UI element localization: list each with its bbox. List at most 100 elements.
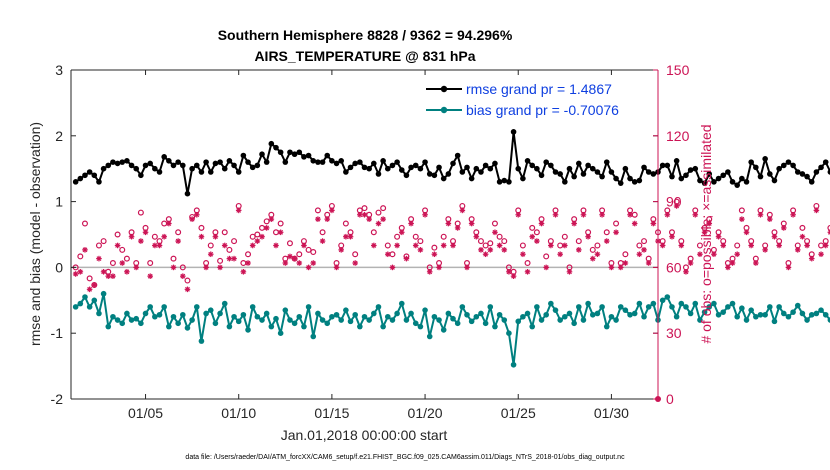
bias-point <box>403 317 410 323</box>
obs-assim-stroke <box>450 243 456 248</box>
obs-assim-stroke <box>576 247 582 253</box>
obs-possible-point <box>198 224 205 231</box>
obs-assimilated-point <box>785 264 792 271</box>
rmse-point <box>552 169 559 175</box>
obs-assimilated-point <box>557 251 563 258</box>
obs-assimilated-point <box>501 247 508 253</box>
bias-point <box>142 310 149 317</box>
obs-possible-point <box>496 233 503 240</box>
obs-assim-stroke <box>664 212 670 218</box>
obs-assimilated-point <box>585 233 591 240</box>
bias-point <box>384 313 391 320</box>
rmse-point <box>175 159 181 165</box>
rmse-point <box>580 171 587 177</box>
rmse-point <box>622 165 629 172</box>
obs-possible-point <box>491 220 498 227</box>
rmse-point <box>534 165 540 172</box>
obs-assim-stroke <box>553 212 558 218</box>
obs-assim-stroke <box>683 269 689 275</box>
obs-assimilated-point <box>580 211 587 218</box>
bias-point <box>240 311 247 318</box>
obs-assim-stroke <box>469 221 475 226</box>
obs-assimilated-point <box>235 207 242 214</box>
bias-point <box>794 302 801 309</box>
obs-assim-stroke <box>702 229 708 235</box>
obs-assimilated-point <box>576 247 582 253</box>
bias-point <box>683 304 689 310</box>
obs-assimilated-point <box>375 220 382 227</box>
obs-assim-stroke <box>646 260 652 266</box>
obs-assimilated-point <box>110 273 116 279</box>
bias-point <box>538 317 545 323</box>
rmse-point <box>767 171 773 177</box>
obs-assim-stroke <box>348 234 353 240</box>
obs-assimilated-point <box>706 220 713 227</box>
rmse-point <box>268 140 275 147</box>
obs-assimilated-point <box>96 255 102 262</box>
bias-point <box>608 313 615 320</box>
obs-count-layer <box>72 198 830 402</box>
obs-assimilated-point <box>804 242 810 249</box>
obs-assimilated-point <box>398 229 405 236</box>
obs-possible-point <box>296 251 303 258</box>
rmse-point <box>725 169 731 175</box>
obs-assimilated-point <box>692 211 699 218</box>
obs-assim-stroke <box>515 212 521 218</box>
rmse-point <box>235 169 242 175</box>
rmse-point <box>585 162 591 169</box>
obs-possible-point <box>179 264 186 271</box>
bias-point <box>412 320 419 327</box>
rmse-point <box>454 152 461 159</box>
obs-assimilated-point <box>594 251 601 258</box>
rmse-point <box>124 158 130 164</box>
obs-assimilated-point <box>231 255 237 262</box>
rmse-point <box>506 179 512 185</box>
rmse-point <box>138 172 144 179</box>
obs-assim-stroke <box>380 216 386 222</box>
obs-assim-stroke <box>464 264 470 270</box>
obs-assimilated-point <box>161 233 167 240</box>
obs-assimilated-point <box>412 242 419 249</box>
bias-point <box>170 313 177 320</box>
rmse-point <box>753 164 759 171</box>
obs-assim-stroke <box>175 238 181 244</box>
obs-assim-stroke <box>781 225 787 231</box>
obs-assim-stroke <box>804 243 810 248</box>
obs-possible-point <box>380 205 387 212</box>
obs-assimilated-point <box>599 211 605 218</box>
x-tick-label: 01/30 <box>594 405 629 421</box>
obs-assimilated-point <box>277 229 284 236</box>
obs-assim-stroke <box>608 264 614 270</box>
obs-assim-stroke <box>157 243 162 248</box>
obs-possible-point <box>95 242 102 249</box>
bias-point <box>124 310 130 317</box>
rmse-point <box>683 172 689 179</box>
obs-assimilated-point <box>678 242 685 249</box>
obs-assim-stroke <box>226 256 232 262</box>
rmse-point <box>678 175 685 182</box>
obs-assim-stroke <box>115 243 121 248</box>
obs-assim-stroke <box>394 243 400 248</box>
rmse-point <box>156 169 163 175</box>
rmse-point <box>403 172 410 179</box>
bias-point <box>128 317 135 323</box>
rmse-point <box>221 165 228 172</box>
obs-possible-point <box>314 207 321 214</box>
rmse-point <box>762 156 768 162</box>
bias-point <box>627 311 633 318</box>
x-tick-label: 01/05 <box>128 405 163 421</box>
rmse-point <box>296 149 303 156</box>
bias-point <box>86 304 93 310</box>
bias-point <box>487 304 494 310</box>
bias-point <box>720 309 727 315</box>
obs-possible-point <box>529 224 536 231</box>
bias-point <box>119 320 126 327</box>
rmse-point <box>282 159 289 165</box>
bias-point <box>576 304 582 310</box>
bias-point <box>357 323 363 330</box>
obs-assimilated-point <box>552 211 559 218</box>
bias-point <box>259 317 265 323</box>
bias-point <box>161 304 167 310</box>
obs-assimilated-point <box>520 251 526 258</box>
bias-point <box>82 294 88 300</box>
